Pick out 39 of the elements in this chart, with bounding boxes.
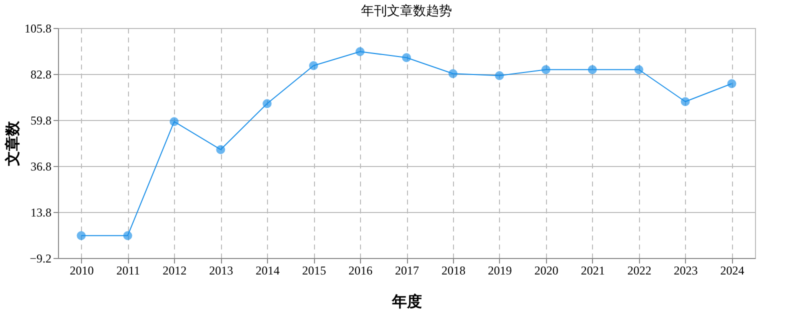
x-tick-label: 2019 xyxy=(488,264,512,278)
x-tick-label: 2015 xyxy=(302,264,326,278)
y-tick-label: 82.8 xyxy=(30,68,52,82)
point xyxy=(123,231,132,240)
x-tick-label: 2023 xyxy=(674,264,698,278)
x-tick-label: 2012 xyxy=(162,264,187,278)
x-tick-label: 2020 xyxy=(534,264,558,278)
x-tick-label: 2024 xyxy=(720,264,744,278)
chart-title: 年刊文章数趋势 xyxy=(361,3,452,18)
point xyxy=(76,231,86,240)
point xyxy=(356,47,365,56)
y-axis-title: 文章数 xyxy=(4,120,22,167)
x-tick-label: 2010 xyxy=(70,264,94,278)
point xyxy=(309,61,318,70)
x-tick-label: 2018 xyxy=(441,264,466,278)
point xyxy=(541,65,550,74)
y-tick-label: −9.2 xyxy=(30,252,52,266)
y-tick-label: 36.8 xyxy=(30,160,52,174)
point xyxy=(170,117,179,126)
y-tick-label: 105.8 xyxy=(24,22,52,36)
point xyxy=(727,79,736,88)
y-tick-label: 59.8 xyxy=(30,114,52,128)
x-tick-label: 2017 xyxy=(395,264,419,278)
point xyxy=(680,97,690,106)
point xyxy=(402,53,411,62)
point xyxy=(634,65,644,74)
point xyxy=(494,71,504,80)
point xyxy=(448,69,458,78)
point xyxy=(262,99,272,108)
y-tick-label: 13.8 xyxy=(30,206,52,220)
x-tick-label: 2014 xyxy=(256,264,280,278)
point xyxy=(588,65,597,74)
x-axis-title: 年度 xyxy=(391,292,422,310)
x-tick-label: 2022 xyxy=(627,264,652,278)
x-tick-label: 2021 xyxy=(580,264,605,278)
point xyxy=(216,145,226,154)
x-tick-label: 2013 xyxy=(209,264,234,278)
x-tick-label: 2016 xyxy=(348,264,373,278)
x-tick-label: 2011 xyxy=(116,264,140,278)
